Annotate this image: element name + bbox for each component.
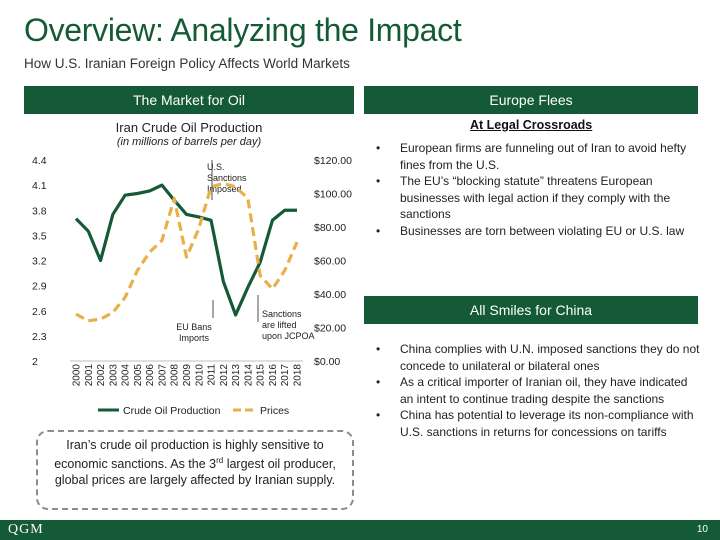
right-axis-ticks: $120.00 $100.00 $80.00 $60.00 $40.00 $20.00 $0… [314,155,352,368]
legend-production-label: Crude Oil Production [123,405,221,417]
annotation-text: upon JCPOA [262,331,315,341]
x-tick-label: 2009 [182,364,193,387]
callout-text-part1: Iran’s crude oil production is highly se… [54,438,324,472]
annotation-text: are lifted [262,320,297,330]
europe-bullet-item: Businesses are torn between violating EU… [364,223,700,240]
annotation-text: Imports [179,333,210,343]
x-tick-label: 2017 [280,364,291,387]
annotation-text: U.S. [207,162,225,172]
left-tick-label: 2 [32,356,38,368]
left-tick-label: 4.1 [32,180,47,192]
x-tick-label: 2016 [268,364,279,387]
left-tick-label: 2.3 [32,331,47,343]
x-tick-label: 2008 [170,364,181,387]
right-tick-label: $80.00 [314,222,346,234]
left-tick-label: 2.9 [32,281,47,293]
china-bullet-item: China has potential to leverage its non-… [364,407,700,440]
x-tick-label: 2002 [96,364,107,387]
x-axis-ticks: 2000 2001 2002 2003 2004 2005 2006 2007 2008 2009… [72,364,304,387]
left-tick-label: 2.6 [32,306,47,318]
china-bullet-item: As a critical importer of Iranian oil, t… [364,374,700,407]
left-tick-label: 3.8 [32,205,47,217]
callout-superscript: rd [216,456,224,465]
chart-subtitle: (in millions of barrels per day) [116,136,262,148]
left-tick-label: 4.4 [32,155,47,167]
x-tick-label: 2005 [133,364,144,387]
chart-title: Iran Crude Oil Production [115,120,263,135]
europe-bullet-list: European firms are funneling out of Iran… [364,140,700,240]
page-number: 10 [696,524,708,535]
europe-flees-banner: Europe Flees [364,86,698,114]
footer-bar [0,520,720,540]
callout-text-part2: largest oil producer, global prices are … [54,457,336,488]
company-logo: QGM [8,522,44,537]
x-tick-label: 2003 [108,364,119,387]
left-axis-ticks: 4.4 4.1 3.8 3.5 3.2 2.9 2.6 2.3 2 [32,155,47,368]
right-tick-label: $100.00 [314,189,352,201]
slide-title: Overview: Analyzing the Impact [24,12,462,48]
annotation-text: Sanctions [262,309,302,319]
x-tick-label: 2012 [219,364,230,387]
europe-flees-banner-label: Europe Flees [489,92,573,108]
right-tick-label: $0.00 [314,356,340,368]
x-tick-label: 2011 [207,364,218,386]
x-tick-label: 2013 [231,364,242,387]
price-series-line [75,181,299,323]
china-banner: All Smiles for China [364,296,698,324]
right-tick-label: $120.00 [314,155,352,167]
production-series-line [74,183,297,317]
chart-series [74,181,299,323]
annotation-text: Sanctions [207,173,247,183]
chart-legend: Crude Oil Production Prices [98,405,289,417]
x-tick-label: 2014 [243,364,254,387]
europe-bullet-item: European firms are funneling out of Iran… [364,140,700,173]
oil-sensitivity-callout: Iran’s crude oil production is highly se… [36,430,354,510]
annotation-text: EU Bans [176,322,212,332]
x-tick-label: 2004 [121,364,132,387]
market-for-oil-banner: The Market for Oil [24,86,354,114]
x-tick-label: 2000 [72,364,83,387]
market-for-oil-banner-label: The Market for Oil [132,92,246,108]
x-tick-label: 2001 [84,364,95,387]
china-bullet-item: China complies with U.N. imposed sanctio… [364,341,700,374]
left-tick-label: 3.5 [32,230,47,242]
right-tick-label: $40.00 [314,289,346,301]
x-tick-label: 2018 [293,364,304,387]
x-tick-label: 2006 [145,364,156,387]
europe-bullet-item: The EU’s “blocking statute” threatens Eu… [364,173,700,223]
left-tick-label: 3.2 [32,256,47,268]
slide-subtitle: How U.S. Iranian Foreign Policy Affects … [24,56,350,71]
right-tick-label: $60.00 [314,256,346,268]
china-banner-label: All Smiles for China [469,302,593,318]
x-tick-label: 2015 [256,364,267,387]
x-tick-label: 2007 [157,364,168,387]
right-tick-label: $20.00 [314,323,346,335]
legal-crossroads-heading: At Legal Crossroads [470,118,593,132]
china-bullet-list: China complies with U.N. imposed sanctio… [364,341,700,441]
x-tick-label: 2010 [194,364,205,387]
annotation-text: Imposed [207,184,242,194]
legend-price-label: Prices [260,405,289,417]
